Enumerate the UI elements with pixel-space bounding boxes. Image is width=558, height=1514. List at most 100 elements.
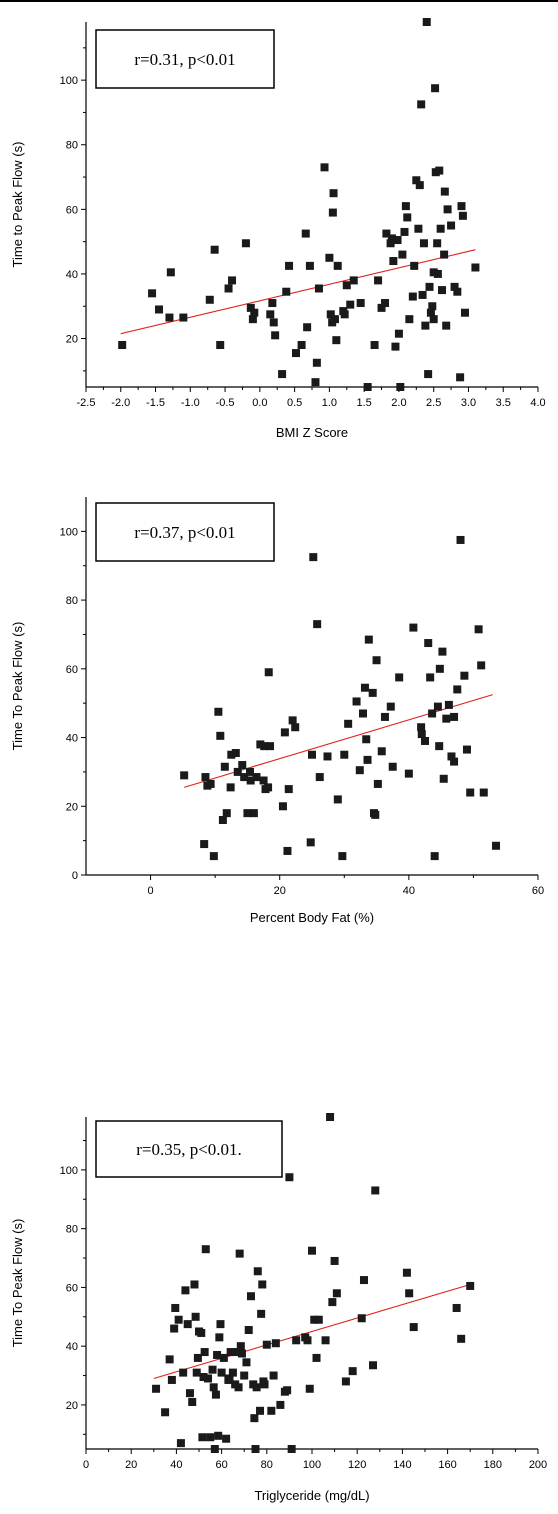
chart-triglyceride: 0 20 40 60 80 100 120 140 160 180 200 20 40 60 80 100 Tr… xyxy=(10,1113,547,1503)
data-point xyxy=(191,1312,200,1321)
data-point xyxy=(404,769,413,778)
data-point xyxy=(398,250,407,259)
data-point xyxy=(210,1445,219,1453)
data-point xyxy=(312,358,321,367)
data-point xyxy=(405,315,414,324)
y-tick-label: 80 xyxy=(66,1224,78,1236)
data-point xyxy=(312,1353,321,1362)
data-point xyxy=(346,300,355,309)
x-tick-label: 2.5 xyxy=(426,397,441,409)
data-point xyxy=(442,714,451,723)
correlation-box xyxy=(95,1120,283,1178)
data-point xyxy=(452,1303,461,1312)
data-point xyxy=(311,378,320,387)
data-point xyxy=(479,788,488,797)
data-point xyxy=(405,1289,414,1298)
data-point xyxy=(440,187,449,196)
data-point xyxy=(210,245,219,254)
data-point xyxy=(248,315,257,324)
data-point xyxy=(326,1113,335,1121)
data-point xyxy=(233,767,242,776)
data-point xyxy=(386,239,395,248)
data-point xyxy=(215,1333,224,1342)
data-point xyxy=(340,750,349,759)
data-point xyxy=(267,1406,276,1415)
data-point xyxy=(364,635,373,644)
data-point xyxy=(424,370,433,379)
data-point xyxy=(246,767,255,776)
data-point xyxy=(258,1280,267,1289)
data-point xyxy=(421,321,430,330)
data-point xyxy=(240,773,249,782)
x-tick-label: 180 xyxy=(484,1459,502,1471)
data-point xyxy=(231,749,240,758)
data-point xyxy=(310,1315,319,1324)
data-point xyxy=(220,762,229,771)
data-point xyxy=(368,688,377,697)
data-point xyxy=(236,1342,245,1351)
y-tick-label: 60 xyxy=(66,204,78,216)
data-point xyxy=(192,1368,201,1377)
data-point xyxy=(276,1400,285,1409)
x-tick-label: -2.5 xyxy=(77,397,96,409)
data-point xyxy=(414,224,423,233)
data-point xyxy=(453,287,462,296)
data-point xyxy=(285,261,294,270)
data-point xyxy=(199,1373,208,1382)
data-point xyxy=(391,342,400,351)
data-point xyxy=(457,202,466,211)
data-point xyxy=(409,623,418,632)
data-point xyxy=(409,1323,418,1332)
data-point xyxy=(200,840,209,849)
data-point xyxy=(218,816,227,825)
data-point xyxy=(389,257,398,266)
data-point xyxy=(456,373,465,382)
data-point xyxy=(443,205,452,214)
data-point xyxy=(165,313,174,322)
data-point xyxy=(269,1371,278,1380)
x-tick-label: 0.5 xyxy=(287,397,302,409)
data-point xyxy=(330,315,339,324)
data-point xyxy=(301,229,310,238)
data-point xyxy=(360,683,369,692)
data-point xyxy=(180,771,189,780)
data-point xyxy=(401,202,410,211)
data-point xyxy=(460,671,469,680)
y-tick-label: 100 xyxy=(60,1165,78,1177)
data-point xyxy=(253,1267,262,1276)
data-point xyxy=(201,773,210,782)
data-point xyxy=(308,1246,316,1255)
data-point xyxy=(433,239,442,248)
data-point xyxy=(457,1334,466,1343)
data-point xyxy=(396,383,405,391)
data-point xyxy=(342,281,351,290)
data-point xyxy=(243,809,252,818)
data-point xyxy=(359,709,368,718)
data-point xyxy=(371,1186,380,1195)
data-point xyxy=(320,163,329,172)
y-tick-label: 100 xyxy=(60,75,78,87)
data-point xyxy=(492,841,501,850)
data-point xyxy=(176,1439,185,1448)
data-point xyxy=(252,1383,261,1392)
x-tick-label: 0 xyxy=(148,885,154,897)
chart-percent-body-fat: 0 20 40 60 0 20 40 60 80 100 Percent Body Fat (%) T… xyxy=(10,497,544,925)
data-point xyxy=(260,1380,269,1389)
data-point xyxy=(344,719,353,728)
data-point xyxy=(246,776,255,785)
y-tick-label: 60 xyxy=(66,664,78,676)
data-point xyxy=(292,1336,301,1345)
y-tick-label: 40 xyxy=(66,269,78,281)
data-point xyxy=(148,289,157,298)
data-point xyxy=(179,1368,188,1377)
y-axis-title: Time to Peak Flow (s) xyxy=(10,142,25,268)
panel-body-fat: 0 20 40 60 0 20 40 60 80 100 Percent Body Fat (%) T… xyxy=(0,475,558,935)
data-point xyxy=(284,785,293,794)
data-point xyxy=(386,702,395,711)
data-point xyxy=(185,1389,194,1398)
data-point xyxy=(429,268,438,277)
y-axis-title: Time To Peak Flow (s) xyxy=(10,1219,25,1348)
data-point xyxy=(418,290,427,299)
data-point xyxy=(222,809,231,818)
data-point xyxy=(458,211,467,220)
